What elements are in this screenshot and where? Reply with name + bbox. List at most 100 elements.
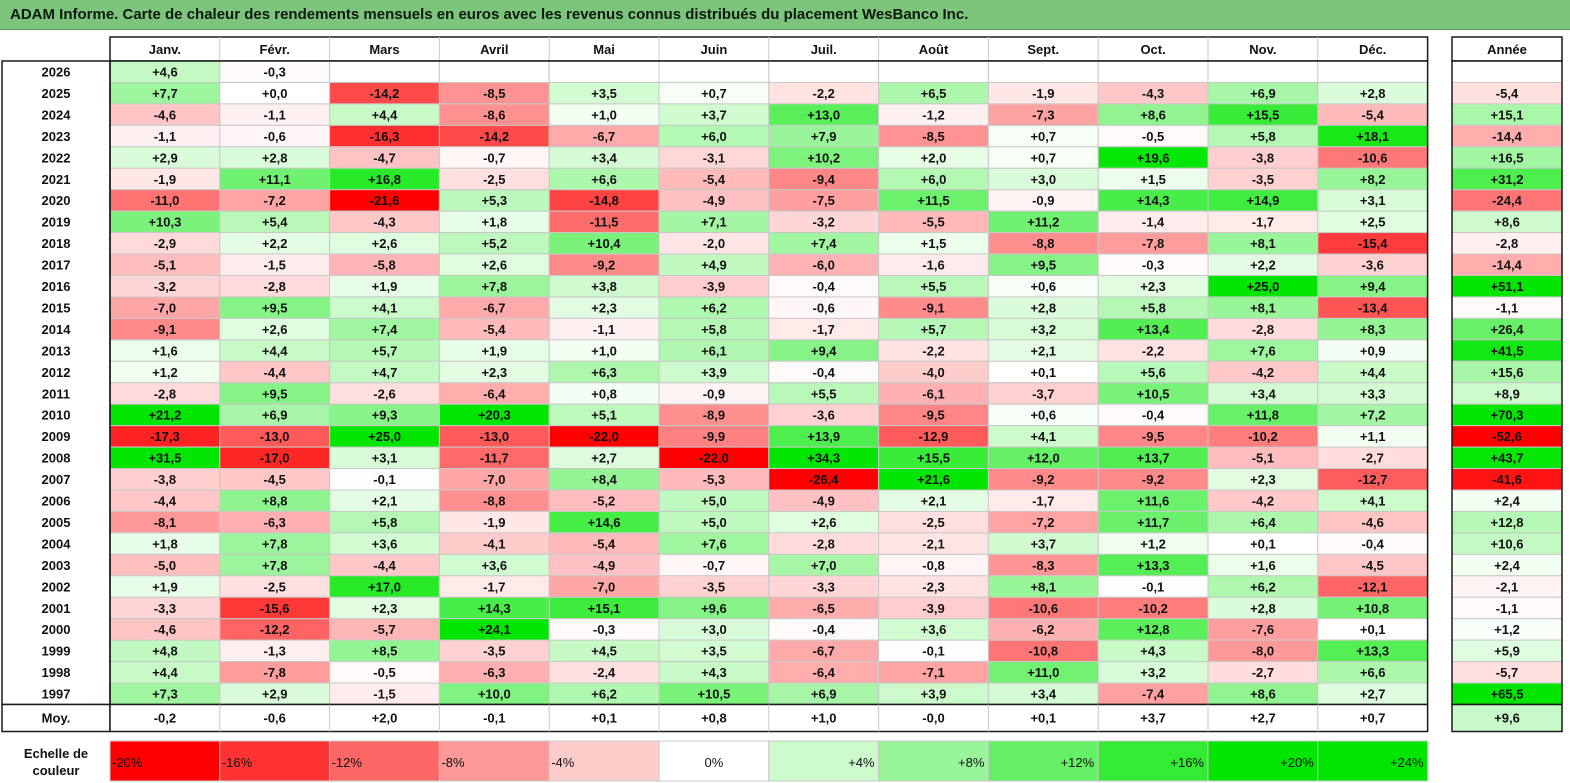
cell-value: +25,0 xyxy=(1246,279,1279,294)
cell-value: +13,7 xyxy=(1137,451,1170,466)
cell-value: -3,6 xyxy=(1361,258,1383,273)
cell-value: -3,3 xyxy=(154,601,176,616)
cell-value: -6,4 xyxy=(812,665,835,680)
cell-value: +13,3 xyxy=(1356,644,1389,659)
cell-value: -13,0 xyxy=(260,429,290,444)
cell-value: -3,3 xyxy=(812,579,834,594)
year-label: 2021 xyxy=(42,172,71,187)
cell-value: -8,8 xyxy=(1032,236,1054,251)
cell-value: +2,6 xyxy=(262,322,288,337)
cell-value: +16,8 xyxy=(368,172,401,187)
cell-value: -7,8 xyxy=(1142,236,1164,251)
cell-value: +9,3 xyxy=(372,408,398,423)
cell-value: -4,0 xyxy=(922,365,944,380)
cell-value: +3,3 xyxy=(1360,386,1386,401)
cell-value: -1,9 xyxy=(154,172,176,187)
cell-value: +1,9 xyxy=(481,343,507,358)
cell-value: -4,6 xyxy=(154,107,176,122)
cell-value: +2,3 xyxy=(1250,472,1276,487)
cell-value: -2,5 xyxy=(922,515,944,530)
year-label: 2023 xyxy=(42,129,71,144)
cell-value: -5,1 xyxy=(1252,451,1274,466)
scale-value: -8% xyxy=(441,755,465,770)
cell-value: -2,8 xyxy=(1252,322,1274,337)
cell-value: -17,3 xyxy=(150,429,180,444)
scale-value: +16% xyxy=(1170,755,1204,770)
heatmap-cell xyxy=(1317,60,1429,83)
cell-value: +8,1 xyxy=(1250,236,1276,251)
cell-value: +6,2 xyxy=(1250,579,1276,594)
annual-value: +2,4 xyxy=(1494,558,1520,573)
average-value: +0,1 xyxy=(1030,711,1056,726)
cell-value: +7,0 xyxy=(811,558,837,573)
cell-value: -6,4 xyxy=(483,386,506,401)
cell-value: +8,4 xyxy=(591,472,617,487)
cell-value: +13,0 xyxy=(807,107,840,122)
cell-value: -4,4 xyxy=(373,558,396,573)
cell-value: -4,9 xyxy=(812,494,834,509)
annual-value: -1,1 xyxy=(1496,300,1518,315)
annual-value: -5,4 xyxy=(1496,86,1519,101)
cell-value: +2,2 xyxy=(1250,258,1276,273)
cell-value: -5,4 xyxy=(593,536,616,551)
annual-value: +51,1 xyxy=(1491,279,1524,294)
cell-value: -5,2 xyxy=(593,494,615,509)
cell-value: -1,7 xyxy=(483,579,505,594)
year-label: 2005 xyxy=(42,515,71,530)
cell-value: -3,8 xyxy=(154,472,176,487)
cell-value: +7,7 xyxy=(152,86,178,101)
average-value: -0,2 xyxy=(154,711,176,726)
cell-value: +2,6 xyxy=(372,236,398,251)
year-label: 2004 xyxy=(42,536,72,551)
cell-value: +4,4 xyxy=(262,343,288,358)
cell-value: -5,4 xyxy=(703,172,726,187)
scale-label: couleur xyxy=(33,763,80,778)
year-label: 2025 xyxy=(42,86,71,101)
cell-value: +7,8 xyxy=(481,279,507,294)
cell-value: -6,5 xyxy=(812,601,834,616)
cell-value: +3,4 xyxy=(1030,687,1056,702)
month-header: Sept. xyxy=(1027,42,1059,57)
cell-value: +2,7 xyxy=(591,451,617,466)
cell-value: +8,1 xyxy=(1030,579,1056,594)
cell-value: -13,4 xyxy=(1358,300,1388,315)
heatmap-cell xyxy=(548,60,660,83)
cell-value: -3,5 xyxy=(703,579,725,594)
year-label: 2026 xyxy=(42,65,71,80)
cell-value: +1,8 xyxy=(481,215,507,230)
annual-value: -5,7 xyxy=(1496,665,1518,680)
cell-value: +34,3 xyxy=(807,451,840,466)
cell-value: -5,4 xyxy=(483,322,506,337)
cell-value: +21,6 xyxy=(917,472,950,487)
cell-value: -9,1 xyxy=(154,322,176,337)
cell-value: +11,2 xyxy=(1027,215,1059,230)
cell-value: -2,2 xyxy=(922,343,944,358)
average-value: +0,7 xyxy=(1360,711,1386,726)
cell-value: -8,1 xyxy=(154,515,176,530)
cell-value: +8,6 xyxy=(1250,687,1276,702)
cell-value: -9,5 xyxy=(922,408,944,423)
cell-value: -5,4 xyxy=(1361,107,1384,122)
scale-swatch xyxy=(1097,740,1209,782)
cell-value: -6,7 xyxy=(812,644,834,659)
cell-value: -7,4 xyxy=(1142,687,1165,702)
cell-value: +4,3 xyxy=(1140,644,1166,659)
cell-value: -7,0 xyxy=(483,472,505,487)
cell-value: -10,8 xyxy=(1028,644,1058,659)
cell-value: +2,1 xyxy=(921,494,947,509)
cell-value: +8,6 xyxy=(1140,107,1166,122)
cell-value: +24,1 xyxy=(478,622,511,637)
cell-value: +2,8 xyxy=(1030,300,1056,315)
cell-value: +4,3 xyxy=(701,665,727,680)
cell-value: -2,4 xyxy=(593,665,616,680)
cell-value: +3,9 xyxy=(921,687,947,702)
cell-value: +2,5 xyxy=(1360,215,1386,230)
cell-value: +0,7 xyxy=(1030,129,1056,144)
cell-value: +1,1 xyxy=(1360,429,1386,444)
cell-value: +3,8 xyxy=(591,279,617,294)
cell-value: +2,0 xyxy=(921,150,947,165)
cell-value: +3,7 xyxy=(701,107,727,122)
cell-value: +2,6 xyxy=(811,515,837,530)
cell-value: -1,7 xyxy=(1032,494,1054,509)
cell-value: -6,3 xyxy=(483,665,505,680)
